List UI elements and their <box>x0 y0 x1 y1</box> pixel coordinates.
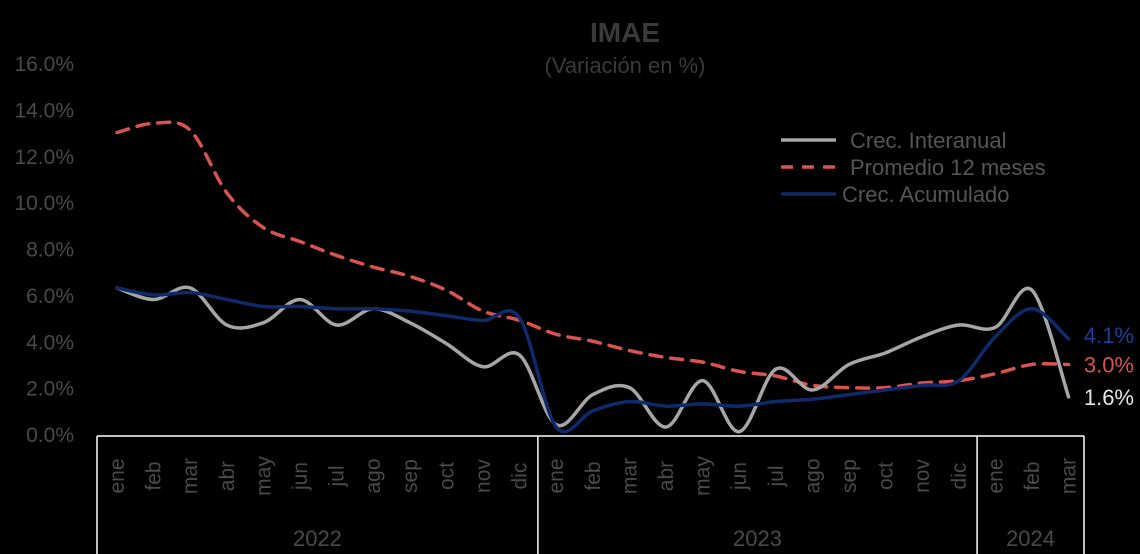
month-tick-label: may <box>692 456 715 496</box>
month-tick-label: nov <box>911 459 934 493</box>
end-value-label: 4.1% <box>1084 323 1134 348</box>
series-line-crec-interanual <box>115 285 1071 434</box>
month-tick-label: feb <box>1021 461 1044 490</box>
month-tick-label: mar <box>618 458 641 494</box>
y-tick-label: 8.0% <box>26 239 74 262</box>
month-tick-label: ene <box>106 458 129 493</box>
series-lines <box>115 120 1071 434</box>
series-line-promedio-12-meses <box>115 120 1071 390</box>
month-tick-label: dic <box>509 463 532 490</box>
x-axis: ene feb mar abr may jun jul ago sep oct nov dic ene f… <box>96 435 1085 554</box>
year-label: 2022 <box>293 526 342 551</box>
month-tick-label: ago <box>362 458 385 493</box>
month-tick-label: mar <box>1058 458 1081 494</box>
month-tick-label: abr <box>216 461 239 491</box>
series-line-crec-acumulado <box>115 286 1071 434</box>
month-tick-label: oct <box>435 462 458 490</box>
end-value-label: 1.6% <box>1084 385 1134 410</box>
month-tick-label: ago <box>801 458 824 493</box>
chart-title: IMAE <box>590 17 660 48</box>
y-tick-label: 14.0% <box>14 99 74 122</box>
end-value-label: 3.0% <box>1084 352 1134 377</box>
month-tick-label: ene <box>984 458 1007 493</box>
month-tick-label: may <box>252 456 275 496</box>
year-label: 2023 <box>733 526 782 551</box>
month-tick-label: sep <box>399 459 422 493</box>
month-tick-label: jun <box>728 462 751 491</box>
y-tick-label: 16.0% <box>14 53 74 76</box>
y-tick-label: 12.0% <box>14 146 74 169</box>
month-tick-label: abr <box>655 461 678 491</box>
y-tick-label: 6.0% <box>26 285 74 308</box>
month-tick-label: mar <box>179 458 202 494</box>
y-tick-label: 10.0% <box>14 192 74 215</box>
legend-label: Crec. Acumulado <box>842 182 1010 207</box>
legend-label: Crec. Interanual <box>850 128 1007 153</box>
y-tick-label: 4.0% <box>26 331 74 354</box>
month-tick-label: sep <box>838 459 861 493</box>
month-tick-label: jul <box>326 465 349 487</box>
chart-subtitle: (Variación en %) <box>545 53 706 78</box>
end-labels: 1.6% 3.0% 4.1% <box>1084 323 1134 410</box>
month-tick-label: feb <box>143 461 166 490</box>
year-label: 2024 <box>1006 526 1055 551</box>
y-tick-label: 0.0% <box>26 424 74 447</box>
month-tick-label: oct <box>875 462 898 490</box>
month-tick-label: jun <box>289 462 312 491</box>
y-tick-label: 2.0% <box>26 378 74 401</box>
month-tick-label: ene <box>545 458 568 493</box>
month-tick-label: feb <box>582 461 605 490</box>
legend-label: Promedio 12 meses <box>850 155 1046 180</box>
y-axis-ticks: 0.0% 2.0% 4.0% 6.0% 8.0% 10.0% 12.0% 14.0% 16.0% <box>14 53 74 447</box>
month-tick-label: jul <box>765 465 788 487</box>
month-tick-label: dic <box>948 463 971 490</box>
month-tick-label: nov <box>472 459 495 493</box>
